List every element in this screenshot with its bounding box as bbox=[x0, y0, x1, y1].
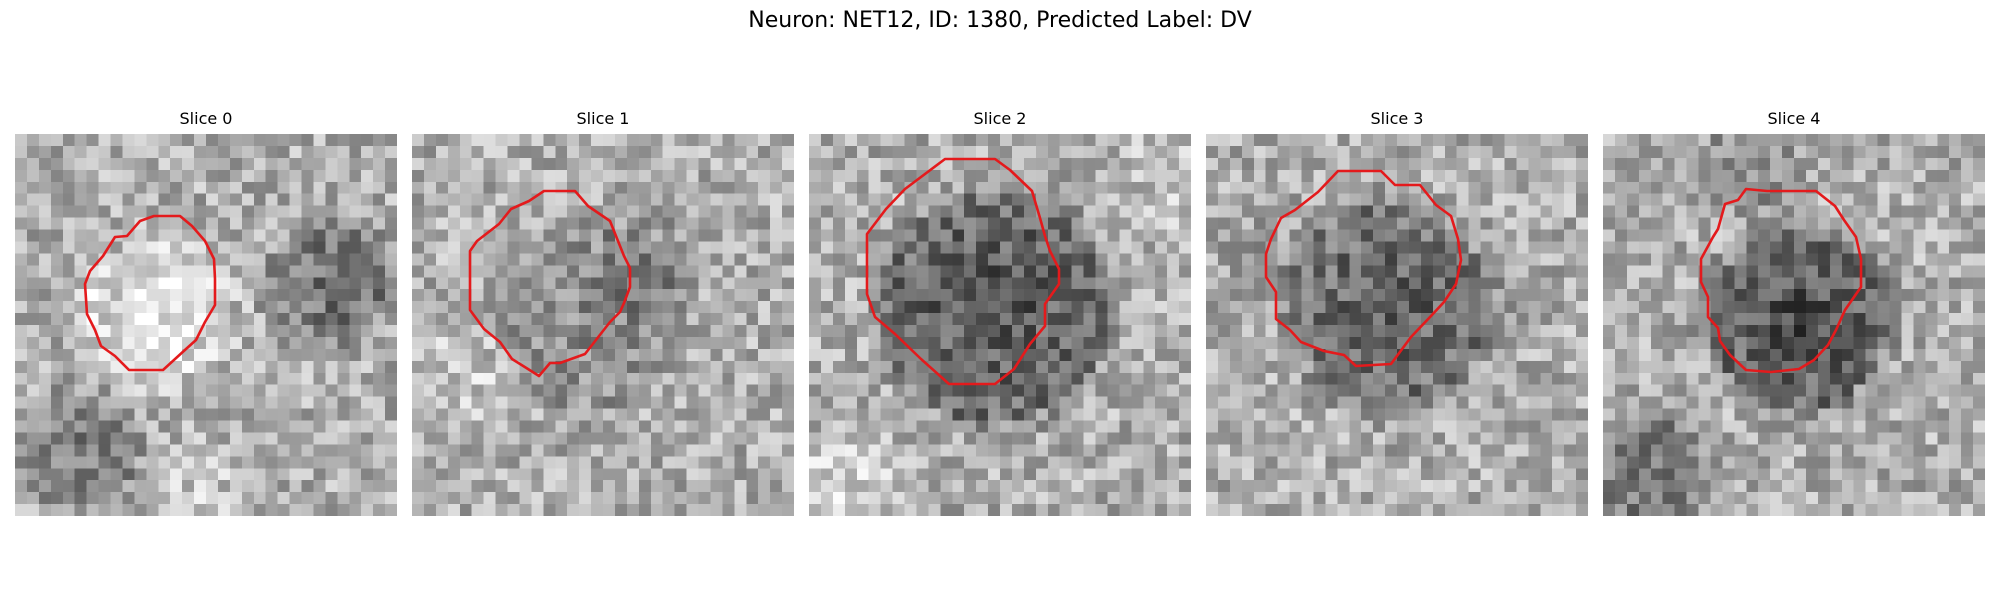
slice-frame-4 bbox=[1603, 134, 1985, 516]
slice-panel-0: Slice 0 bbox=[15, 110, 397, 516]
slice-frame-2 bbox=[809, 134, 1191, 516]
slice-image-3 bbox=[1206, 134, 1588, 516]
slice-frame-0 bbox=[15, 134, 397, 516]
slice-title-0: Slice 0 bbox=[179, 109, 233, 128]
slice-image-0 bbox=[15, 134, 397, 516]
slice-panel-1: Slice 1 bbox=[412, 110, 794, 516]
slice-panel-4: Slice 4 bbox=[1603, 110, 1985, 516]
slice-title-3: Slice 3 bbox=[1370, 109, 1424, 128]
slice-frame-1 bbox=[412, 134, 794, 516]
slice-frame-3 bbox=[1206, 134, 1588, 516]
slice-contour-0 bbox=[83, 214, 217, 372]
slice-image-1 bbox=[412, 134, 794, 516]
slice-image-4 bbox=[1603, 134, 1985, 516]
slice-image-2 bbox=[809, 134, 1191, 516]
slice-contour-1 bbox=[468, 189, 632, 378]
slice-title-4: Slice 4 bbox=[1767, 109, 1821, 128]
slice-title-1: Slice 1 bbox=[576, 109, 630, 128]
slice-panel-2: Slice 2 bbox=[809, 110, 1191, 516]
slice-contour-4 bbox=[1699, 187, 1863, 374]
slice-title-2: Slice 2 bbox=[973, 109, 1027, 128]
figure-title: Neuron: NET12, ID: 1380, Predicted Label… bbox=[748, 8, 1252, 33]
slice-panel-3: Slice 3 bbox=[1206, 110, 1588, 516]
slice-contour-2 bbox=[865, 157, 1061, 386]
slice-contour-3 bbox=[1264, 169, 1463, 368]
